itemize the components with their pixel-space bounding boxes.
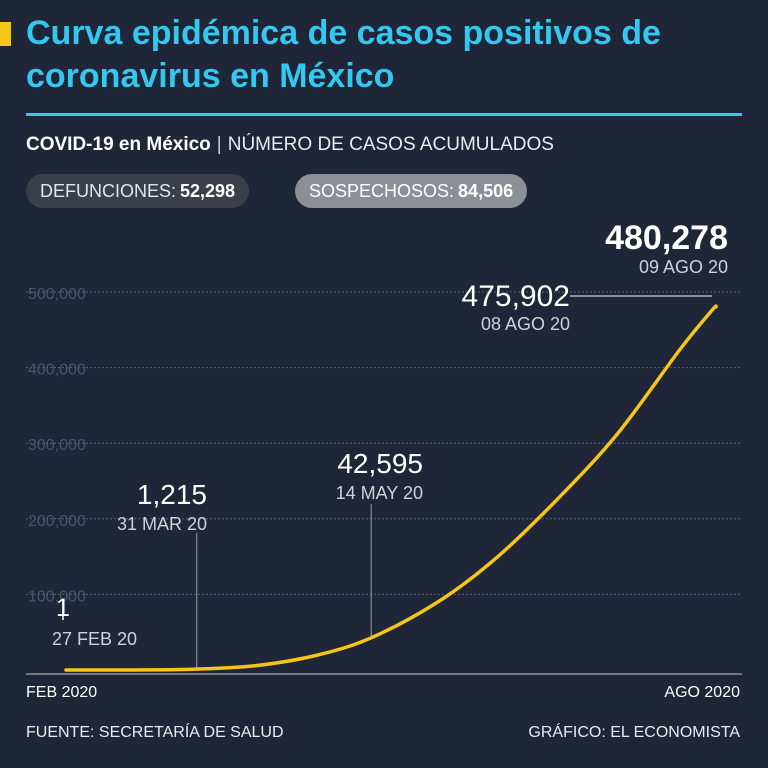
deaths-label: DEFUNCIONES: [40,181,177,201]
title-accent-bar [0,22,11,46]
x-tick-label: FEB 2020 [26,684,97,701]
credit-note: GRÁFICO: EL ECONOMISTA [528,724,740,741]
annotation-value: 1,215 [137,479,207,510]
y-tick-label: 400,000 [28,362,86,379]
title-divider [26,113,742,116]
annotation-value: 480,278 [605,219,728,257]
annotation-date: 08 AGO 20 [481,314,570,334]
subtitle-country: COVID-19 en México [26,134,211,155]
x-tick-label: AGO 2020 [664,684,740,701]
y-tick-label: 300,000 [28,437,86,454]
deaths-badge: DEFUNCIONES: 52,298 [26,174,250,208]
annotation-value: 1 [56,594,70,622]
annotation-date: 31 MAR 20 [117,514,207,534]
annotation-value: 42,595 [337,448,423,479]
suspects-value: 84,506 [458,181,514,201]
deaths-value: 52,298 [180,181,236,201]
annotation-date: 14 MAY 20 [336,483,423,503]
source-note: FUENTE: SECRETARÍA DE SALUD [26,724,284,741]
annotation-date: 09 AGO 20 [639,257,728,277]
subtitle-measure: NÚMERO DE CASOS ACUMULADOS [227,134,554,155]
suspects-badge: SOSPECHOSOS: 84,506 [295,174,528,208]
y-tick-label: 500,000 [28,286,86,303]
suspects-label: SOSPECHOSOS: [309,181,455,201]
annotation-date: 27 FEB 20 [52,629,137,649]
y-tick-label: 200,000 [28,513,86,530]
chart-title: Curva epidémica de casos positivos de co… [26,14,661,95]
chart-subtitle: COVID-19 en México | NÚMERO DE CASOS ACUMU… [26,134,554,156]
cases-series-line [64,304,718,672]
annotation-value: 475,902 [462,280,570,313]
subtitle-separator: | [216,134,222,155]
y-tick-label: 100,000 [28,588,86,605]
